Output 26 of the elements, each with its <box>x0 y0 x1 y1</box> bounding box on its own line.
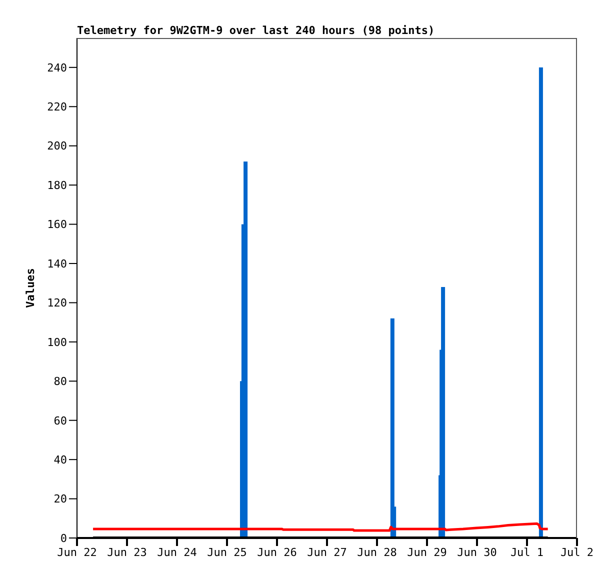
x-tick-label: Jun 23 <box>107 546 147 559</box>
x-tick-label: Jun 30 <box>457 546 497 559</box>
y-axis-title: Values <box>24 268 37 308</box>
y-tick-label: 60 <box>54 414 67 428</box>
y-tick-label: 120 <box>47 296 67 310</box>
y-tick-label: 220 <box>47 100 67 114</box>
y-tick-label: 80 <box>54 375 67 388</box>
y-tick-label: 20 <box>54 492 67 506</box>
x-tick-label: Jun 22 <box>57 546 97 559</box>
x-tick-label: Jun 27 <box>307 546 347 559</box>
y-tick-label: 140 <box>47 257 67 270</box>
x-tick-label: Jun 28 <box>357 546 397 559</box>
y-tick-label: 100 <box>47 336 67 349</box>
y-tick-label: 160 <box>47 218 67 232</box>
x-tick-label: Jun 26 <box>257 546 297 559</box>
y-tick-label: 240 <box>47 61 67 74</box>
x-tick-label: Jun 24 <box>157 546 198 559</box>
y-tick-label: 0 <box>60 532 67 545</box>
x-tick-label: Jul 1 <box>510 546 544 559</box>
chart-title: Telemetry for 9W2GTM-9 over last 240 hours (98 points) <box>77 24 435 37</box>
y-tick-label: 200 <box>47 140 67 153</box>
x-tick-label: Jun 29 <box>407 546 447 559</box>
y-tick-label: 180 <box>47 178 67 192</box>
x-tick-label: Jul 2 <box>560 546 594 559</box>
x-tick-label: Jun 25 <box>207 546 247 559</box>
y-tick-label: 40 <box>54 453 67 466</box>
